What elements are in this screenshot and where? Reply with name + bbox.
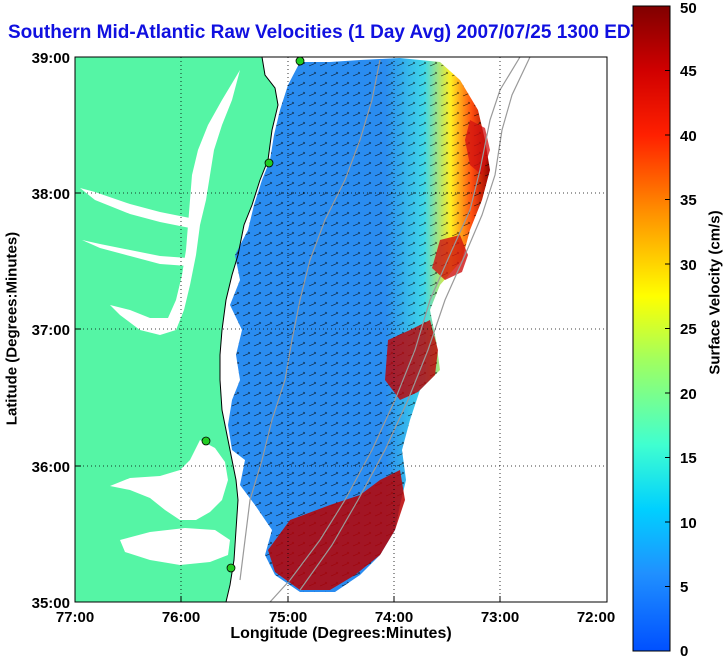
radar-station-marker[interactable] xyxy=(295,57,305,66)
x-tick-marks xyxy=(74,596,608,602)
chart-title: Southern Mid-Atlantic Raw Velocities (1 … xyxy=(8,22,643,43)
colorbar xyxy=(632,5,671,652)
colorbar-tick-label: 30 xyxy=(680,257,697,274)
shelf-break-contour xyxy=(269,57,521,602)
x-axis-label: Longitude (Degrees:Minutes) xyxy=(230,625,452,642)
shelf-break-contour xyxy=(299,57,531,591)
colorbar-tick-label: 10 xyxy=(680,515,697,532)
river xyxy=(80,188,190,228)
radar-station-marker[interactable] xyxy=(201,436,211,446)
y-tick-label: 38:00 xyxy=(32,186,70,203)
colorbar-tick-marks xyxy=(665,5,670,652)
pamlico-sound xyxy=(120,528,230,565)
y-tick-label: 36:00 xyxy=(32,459,70,476)
y-tick-marks xyxy=(75,56,81,603)
radar-station-marker[interactable] xyxy=(226,563,236,573)
colorbar-tick-label: 15 xyxy=(680,450,697,467)
colorbar-tick-label: 5 xyxy=(680,579,688,596)
velocity-hotspot xyxy=(465,120,490,175)
colorbar-tick-label: 35 xyxy=(680,192,697,209)
x-tick-label: 75:00 xyxy=(269,609,307,626)
velocity-hotspot xyxy=(268,470,405,590)
pamlico-sound xyxy=(110,440,228,520)
river xyxy=(82,240,188,266)
grid-lines xyxy=(75,57,607,602)
isobath-contour xyxy=(239,59,381,581)
x-tick-label: 72:00 xyxy=(577,609,615,626)
y-tick-label: 37:00 xyxy=(32,322,70,339)
y-tick-label: 39:00 xyxy=(32,50,70,67)
colorbar-tick-label: 50 xyxy=(680,0,697,17)
x-tick-label: 73:00 xyxy=(481,609,519,626)
colorbar-tick-label: 25 xyxy=(680,321,697,338)
chesapeake-bay xyxy=(110,70,240,335)
radar-station-marker[interactable] xyxy=(264,158,274,168)
y-axis-label: Latitude (Degrees:Minutes) xyxy=(3,231,21,426)
x-tick-label: 76:00 xyxy=(162,609,200,626)
coastline xyxy=(219,57,279,602)
colorbar-label: Surface Velocity (cm/s) xyxy=(706,210,724,375)
x-tick-label: 77:00 xyxy=(56,609,94,626)
colorbar-tick-label: 40 xyxy=(680,128,697,145)
colorbar-tick-label: 20 xyxy=(680,386,697,403)
velocity-field-arrows xyxy=(228,58,490,592)
x-tick-label: 74:00 xyxy=(375,609,413,626)
colorbar-tick-label: 45 xyxy=(680,63,697,80)
y-tick-label: 35:00 xyxy=(32,595,70,612)
colorbar-tick-label: 0 xyxy=(680,643,688,659)
